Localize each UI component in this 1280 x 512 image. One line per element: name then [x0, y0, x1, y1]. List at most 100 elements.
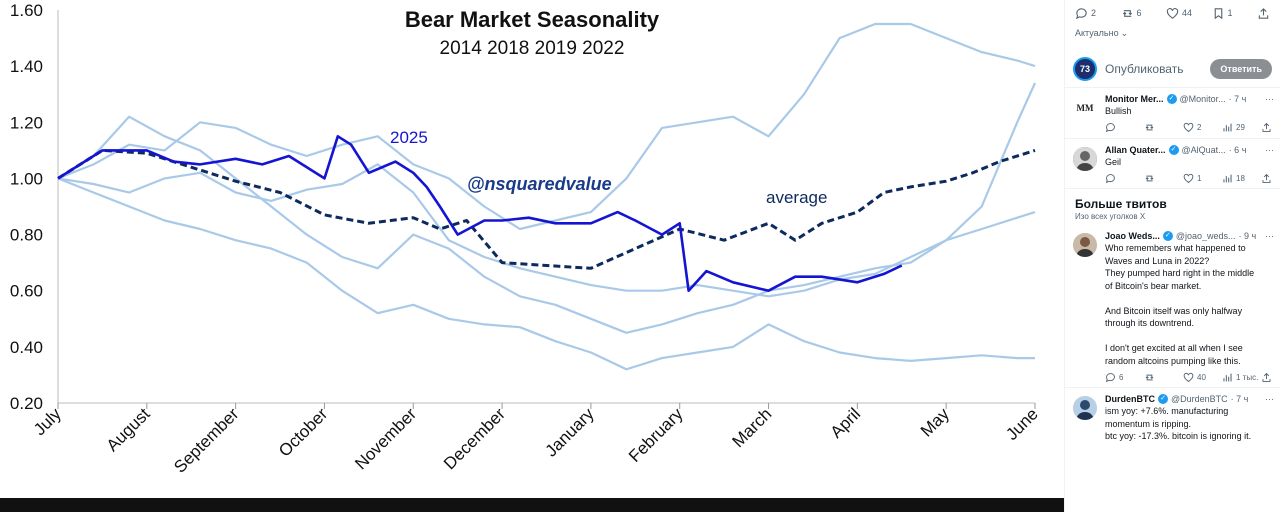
- tweet-time: · 7 ч: [1230, 394, 1249, 404]
- reply-author-name[interactable]: Allan Quater...: [1105, 144, 1166, 155]
- bookmark-icon: [1214, 7, 1222, 19]
- tweet-handle[interactable]: @joao_weds...: [1175, 231, 1236, 241]
- tweet-text: Who remembers what happened to Waves and …: [1105, 242, 1272, 367]
- tweet-item[interactable]: ··· Joao Weds... ✓ @joao_weds... · 9 ч W…: [1065, 225, 1280, 388]
- person-avatar-icon: [1073, 233, 1097, 257]
- like-action[interactable]: 2: [1183, 122, 1222, 133]
- like-action[interactable]: 44: [1166, 7, 1212, 20]
- more-tweets-subtitle: Изо всех уголков X: [1075, 212, 1146, 221]
- repost-icon: [1122, 9, 1132, 17]
- share-action[interactable]: [1261, 122, 1272, 133]
- tweet-text-line: btc yoy: -17.3%. bitcoin is ignoring it.: [1105, 431, 1252, 441]
- share-action[interactable]: [1261, 372, 1272, 383]
- views-action[interactable]: 18: [1222, 173, 1261, 184]
- reply-item[interactable]: MM ··· Monitor Mer... ✓ @Monitor... · 7 …: [1065, 88, 1280, 139]
- repost-icon: [1145, 175, 1154, 181]
- compose-reply: 73 Опубликовать Ответить: [1065, 50, 1280, 88]
- bear-market-chart: 0.200.400.600.801.001.201.401.60 July Aug…: [10, 1, 1042, 477]
- chart-image: 0.20 0.40 0.60 0.80 1.00 1.20 1.40 1.60 July Aug…: [9, 1, 1042, 477]
- reply-icon: [1105, 123, 1115, 133]
- reply-avatar[interactable]: MM: [1073, 96, 1097, 120]
- tweet-text-line: momentum is ripping.: [1105, 418, 1192, 429]
- reply-action[interactable]: 2: [1075, 7, 1121, 20]
- tweet-actions: 6 40 1 тыс.: [1105, 367, 1272, 387]
- reply-avatar[interactable]: [1073, 146, 1097, 171]
- share-icon: [1258, 7, 1269, 19]
- y-tick-label: 0.20: [10, 394, 43, 413]
- repost-action[interactable]: [1144, 173, 1183, 184]
- series-label-2025: 2025: [390, 128, 428, 147]
- series-line-historical-3: [57, 177, 1035, 371]
- tweet-text-line: through its downtrend.: [1105, 318, 1195, 328]
- compose-input[interactable]: Опубликовать: [1105, 61, 1184, 76]
- series-label-average: average: [766, 188, 827, 207]
- share-icon: [1262, 122, 1271, 132]
- views-action[interactable]: 29: [1222, 122, 1261, 133]
- tweet-handle[interactable]: @DurdenBTC: [1171, 394, 1228, 404]
- tweet-item[interactable]: ··· DurdenBTC ✓ @DurdenBTC · 7 ч ism yoy…: [1065, 388, 1280, 443]
- person-avatar-icon: [1073, 396, 1097, 420]
- tweet-text-line: I don't get excited at all when I see: [1105, 343, 1243, 353]
- y-tick-label: 0.80: [10, 226, 43, 245]
- sort-dropdown[interactable]: Актуально ⌄: [1075, 27, 1129, 39]
- repost-action[interactable]: [1144, 372, 1183, 383]
- reply-handle[interactable]: @Monitor...: [1179, 94, 1226, 104]
- tweet-text-line: Waves and Luna in 2022?: [1105, 255, 1210, 266]
- x-tick-label: September: [170, 404, 242, 476]
- views-action[interactable]: 1 тыс.: [1222, 372, 1261, 383]
- x-tick-label: April: [827, 404, 864, 441]
- repost-icon: [1145, 374, 1154, 380]
- repost-action[interactable]: 6: [1121, 7, 1167, 20]
- more-icon[interactable]: ···: [1265, 231, 1274, 241]
- x-tick-label: October: [275, 404, 331, 460]
- x-tick-label: December: [440, 404, 509, 473]
- tweet-avatar[interactable]: [1073, 233, 1097, 257]
- x-tick-label: March: [729, 404, 776, 451]
- tweet-text-line: Who remembers what happened to: [1105, 243, 1246, 253]
- verified-icon: ✓: [1162, 231, 1173, 241]
- heart-icon: [1183, 173, 1194, 183]
- reply-text: Bullish: [1105, 106, 1132, 116]
- views-icon: [1223, 123, 1232, 132]
- verified-icon: ✓: [1166, 94, 1177, 104]
- user-avatar[interactable]: 73: [1073, 56, 1097, 81]
- reply-icon: [1105, 372, 1115, 382]
- tweet-text-line: [1105, 330, 1272, 343]
- x-tick-label: January: [542, 404, 599, 461]
- reply-time: · 6 ч: [1228, 144, 1247, 155]
- tweet-avatar[interactable]: [1073, 396, 1097, 420]
- share-action[interactable]: [1261, 173, 1272, 184]
- repost-action[interactable]: [1144, 122, 1183, 133]
- x-axis: July August September October November Decemb…: [30, 402, 1042, 477]
- y-axis: 0.20 0.40 0.60 0.80 1.00 1.20 1.40 1.60: [10, 1, 59, 413]
- tweet-author-name[interactable]: DurdenBTC: [1105, 394, 1155, 404]
- bookmark-action[interactable]: 1: [1212, 7, 1258, 20]
- reply-action[interactable]: 6: [1105, 372, 1144, 383]
- tweet-author-name[interactable]: Joao Weds...: [1105, 231, 1160, 241]
- x-tick-label: February: [625, 404, 687, 466]
- like-action[interactable]: 40: [1183, 372, 1222, 383]
- heart-icon: [1166, 7, 1179, 19]
- reply-handle[interactable]: @AlQuat...: [1181, 144, 1226, 155]
- reply-author-name[interactable]: Monitor Mer...: [1105, 94, 1164, 104]
- verified-icon: ✓: [1158, 394, 1168, 404]
- more-icon[interactable]: ···: [1265, 144, 1274, 155]
- tweet-text-line: ism yoy: +7.6%. manufacturing: [1105, 406, 1229, 416]
- reply-action[interactable]: [1105, 173, 1144, 184]
- more-icon[interactable]: ···: [1265, 94, 1274, 104]
- reply-button[interactable]: Ответить: [1210, 58, 1272, 79]
- reply-actions: 1 18: [1105, 168, 1272, 188]
- more-tweets-header: Больше твитов Изо всех уголков X: [1065, 189, 1280, 225]
- views-icon: [1223, 174, 1232, 182]
- x-tick-label: May: [917, 404, 953, 440]
- reply-item[interactable]: ··· Allan Quater... ✓ @AlQuat... · 6 ч G…: [1065, 139, 1280, 189]
- like-action[interactable]: 1: [1183, 173, 1222, 184]
- reply-action[interactable]: [1105, 122, 1144, 133]
- views-icon: [1223, 373, 1232, 381]
- reply-actions: 2 29: [1105, 118, 1272, 138]
- reply-time: · 7 ч: [1228, 94, 1247, 104]
- more-icon[interactable]: ···: [1265, 394, 1274, 404]
- reply-icon: [1105, 173, 1115, 183]
- heart-icon: [1183, 122, 1194, 132]
- share-action[interactable]: [1257, 7, 1270, 20]
